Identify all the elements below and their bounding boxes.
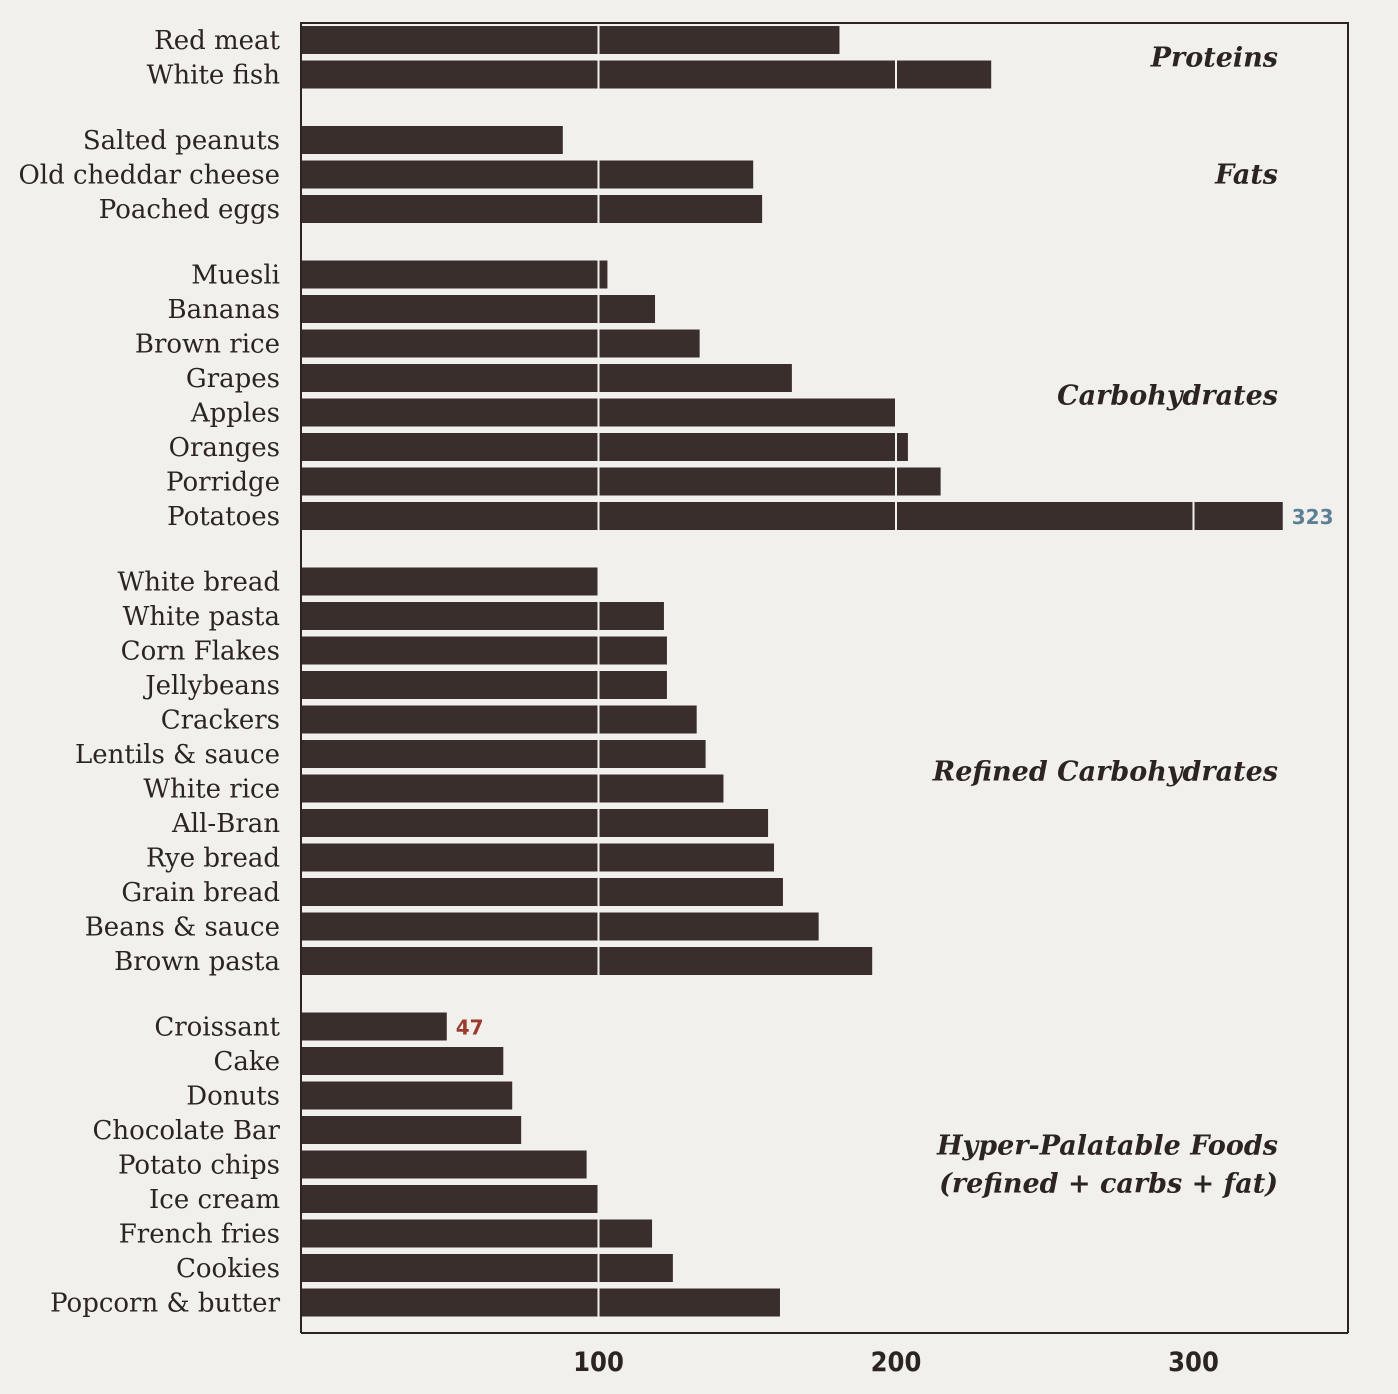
bars-layer: [301, 26, 1283, 1317]
bar-oranges: [301, 433, 908, 461]
category-label-salted-peanuts: Salted peanuts: [83, 126, 280, 156]
category-label-red-meat: Red meat: [154, 26, 280, 56]
bar-french-fries: [301, 1219, 653, 1248]
value-annotations: 323 47: [456, 505, 1334, 1040]
bar-lentils-sauce: [301, 740, 706, 768]
category-label-white-fish: White fish: [147, 61, 281, 91]
bar-grapes: [301, 364, 792, 392]
bar-all-bran: [301, 809, 769, 837]
bar-potato-chips: [301, 1150, 587, 1179]
category-label-popcorn-butter: Popcorn & butter: [50, 1289, 280, 1319]
bar-crackers: [301, 705, 697, 734]
bar-white-rice: [301, 774, 724, 803]
bar-beans-sauce: [301, 912, 819, 941]
category-label-white-bread: White bread: [118, 568, 281, 598]
category-label-rye-bread: Rye bread: [146, 844, 280, 874]
bar-white-fish: [301, 60, 992, 89]
category-label-grapes: Grapes: [186, 364, 280, 394]
category-label-potatoes: Potatoes: [167, 502, 280, 532]
category-label-corn-flakes: Corn Flakes: [121, 637, 280, 667]
category-label-ice-cream: Ice cream: [149, 1185, 280, 1215]
x-tick-label-300: 300: [1168, 1347, 1219, 1378]
bar-potatoes: [301, 502, 1283, 530]
group-label-hyper-palatable-foods-refined-carbs-fat-line-1: Hyper-Palatable Foods: [936, 1131, 1278, 1162]
category-label-poached-eggs: Poached eggs: [99, 195, 280, 225]
value-label-croissant: 47: [456, 1016, 484, 1040]
category-label-all-bran: All-Bran: [171, 809, 280, 839]
group-label-hyper-palatable-foods-refined-carbs-fat-line-2: (refined + carbs + fat): [939, 1169, 1278, 1200]
category-label-old-cheddar-cheese: Old cheddar cheese: [18, 161, 280, 191]
category-label-white-rice: White rice: [143, 775, 280, 805]
group-label-carbohydrates: Carbohydrates: [1057, 380, 1278, 411]
bar-ice-cream: [301, 1185, 599, 1213]
category-label-donuts: Donuts: [186, 1082, 280, 1112]
axes: 100 200 300: [300, 22, 1349, 1378]
category-label-brown-rice: Brown rice: [135, 330, 280, 360]
bar-cookies: [301, 1254, 673, 1282]
bar-muesli: [301, 260, 608, 289]
value-label-potatoes: 323: [1292, 505, 1334, 529]
bar-jellybeans: [301, 671, 667, 699]
category-label-white-pasta: White pasta: [123, 602, 280, 632]
group-label-proteins: Proteins: [1150, 42, 1278, 73]
group-label-fats: Fats: [1214, 160, 1278, 191]
bar-croissant: [301, 1012, 447, 1041]
category-label-apples: Apples: [190, 399, 280, 429]
category-label-porridge: Porridge: [166, 468, 280, 498]
bar-chocolate-bar: [301, 1116, 522, 1144]
bar-poached-eggs: [301, 195, 763, 223]
group-labels: Proteins Fats Carbohydrates Refined Carbohy…: [932, 42, 1278, 1199]
category-label-french-fries: French fries: [119, 1220, 280, 1250]
category-label-oranges: Oranges: [169, 433, 280, 463]
bar-salted-peanuts: [301, 126, 563, 154]
bar-popcorn-butter: [301, 1288, 780, 1317]
category-label-cake: Cake: [213, 1047, 280, 1077]
category-label-cookies: Cookies: [176, 1254, 280, 1284]
bar-brown-rice: [301, 329, 700, 358]
category-label-lentils-sauce: Lentils & sauce: [75, 740, 280, 770]
bar-white-bread: [301, 567, 599, 596]
category-label-croissant: Croissant: [154, 1013, 280, 1043]
bar-old-cheddar-cheese: [301, 160, 754, 189]
category-label-jellybeans: Jellybeans: [142, 671, 280, 701]
bar-donuts: [301, 1081, 513, 1110]
bar-red-meat: [301, 26, 840, 54]
category-label-grain-bread: Grain bread: [121, 878, 280, 908]
gridlines: [597, 22, 1195, 1333]
category-label-brown-pasta: Brown pasta: [114, 947, 280, 977]
x-tick-label-200: 200: [871, 1347, 922, 1378]
category-label-beans-sauce: Beans & sauce: [85, 913, 280, 943]
bar-grain-bread: [301, 878, 783, 906]
bar-porridge: [301, 467, 941, 496]
bar-cake: [301, 1047, 504, 1075]
bar-rye-bread: [301, 843, 775, 872]
x-tick-label-100: 100: [573, 1347, 624, 1378]
bar-white-pasta: [301, 602, 664, 630]
category-labels: Red meat White fish Salted peanuts Old ched…: [18, 26, 280, 1319]
group-label-refined-carbohydrates: Refined Carbohydrates: [932, 756, 1278, 787]
category-label-crackers: Crackers: [161, 706, 280, 736]
bar-bananas: [301, 295, 656, 323]
category-label-potato-chips: Potato chips: [118, 1151, 280, 1181]
bar-corn-flakes: [301, 636, 667, 665]
bar-brown-pasta: [301, 947, 873, 975]
category-label-bananas: Bananas: [168, 295, 280, 325]
category-label-muesli: Muesli: [191, 261, 280, 291]
category-label-chocolate-bar: Chocolate Bar: [93, 1116, 281, 1146]
